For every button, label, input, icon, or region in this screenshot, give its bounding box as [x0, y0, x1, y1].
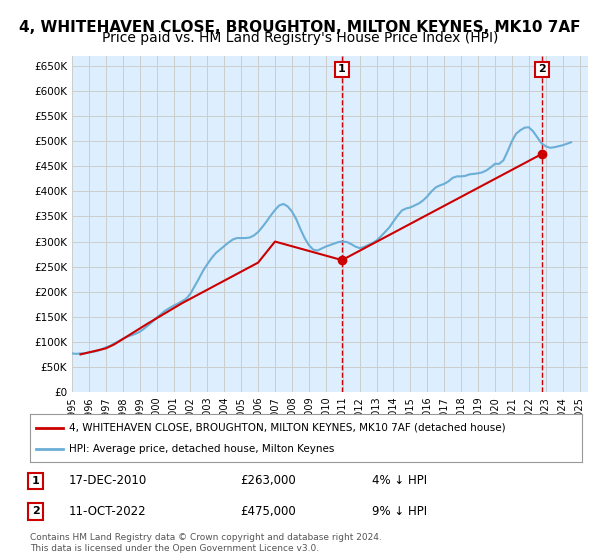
- Text: HPI: Average price, detached house, Milton Keynes: HPI: Average price, detached house, Milt…: [68, 444, 334, 454]
- Text: 2: 2: [32, 506, 40, 516]
- Text: 4% ↓ HPI: 4% ↓ HPI: [372, 474, 427, 487]
- Text: Contains HM Land Registry data © Crown copyright and database right 2024.
This d: Contains HM Land Registry data © Crown c…: [30, 533, 382, 553]
- Text: 1: 1: [338, 64, 346, 74]
- Text: 4, WHITEHAVEN CLOSE, BROUGHTON, MILTON KEYNES, MK10 7AF (detached house): 4, WHITEHAVEN CLOSE, BROUGHTON, MILTON K…: [68, 423, 505, 433]
- Text: 17-DEC-2010: 17-DEC-2010: [68, 474, 147, 487]
- Text: 11-OCT-2022: 11-OCT-2022: [68, 505, 146, 517]
- Text: 2: 2: [538, 64, 546, 74]
- Text: 9% ↓ HPI: 9% ↓ HPI: [372, 505, 427, 517]
- Text: 1: 1: [32, 476, 40, 486]
- Text: 4, WHITEHAVEN CLOSE, BROUGHTON, MILTON KEYNES, MK10 7AF: 4, WHITEHAVEN CLOSE, BROUGHTON, MILTON K…: [19, 20, 581, 35]
- Text: Price paid vs. HM Land Registry's House Price Index (HPI): Price paid vs. HM Land Registry's House …: [102, 31, 498, 45]
- Text: £475,000: £475,000: [240, 505, 296, 517]
- Text: £263,000: £263,000: [240, 474, 296, 487]
